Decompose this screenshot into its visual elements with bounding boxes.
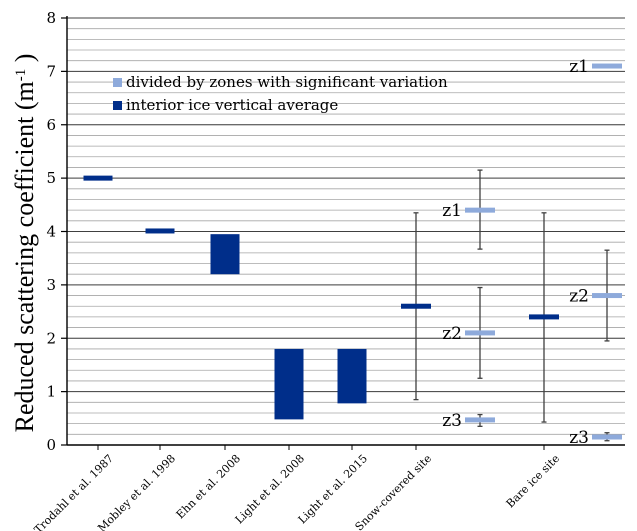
average-marker (529, 314, 559, 320)
legend-label: divided by zones with significant variat… (126, 73, 448, 91)
grid (67, 17, 625, 435)
category-label: Light et al. 2008 (233, 452, 308, 527)
zone-label: z1 (442, 201, 462, 221)
axes (61, 16, 625, 450)
zone-label: z3 (569, 428, 589, 448)
range-bar (145, 228, 175, 234)
y-tick-label: 6 (46, 116, 56, 134)
y-tick-label: 5 (46, 169, 56, 187)
zone-label: z3 (442, 411, 462, 431)
zone-marker (465, 330, 495, 336)
y-axis-label-close: ) (10, 54, 39, 69)
category-label: Ehn et al. 2008 (174, 452, 243, 521)
range-bar (274, 348, 304, 420)
zone-marker (465, 207, 495, 213)
zone-marker (465, 417, 495, 423)
zone-label: z2 (442, 324, 462, 344)
y-tick-label: 7 (46, 62, 56, 80)
y-tick-label: 1 (46, 383, 56, 401)
y-tick-label: 0 (46, 436, 56, 454)
y-axis-label: Reduced scattering coefficient (m-1 ) (10, 54, 39, 433)
range-bar (337, 348, 367, 404)
y-axis-label-text: Reduced scattering coefficient (m (10, 81, 39, 432)
y-tick-label: 2 (46, 329, 56, 347)
y-tick-label: 8 (46, 9, 56, 27)
average-marker (401, 303, 431, 309)
zone-label: z1 (569, 57, 589, 77)
y-axis-label-superscript: -1 (13, 69, 29, 82)
range-bar (83, 175, 113, 181)
zone-marker (592, 293, 622, 299)
zone-marker (592, 63, 622, 69)
legend-swatch (113, 78, 122, 87)
range-bar (210, 234, 240, 275)
y-tick-label: 3 (46, 276, 56, 294)
category-label: Bare ice site (504, 452, 562, 510)
legend-swatch (113, 101, 122, 110)
zone-label: z2 (569, 287, 589, 307)
y-tick-label: 4 (46, 223, 56, 241)
legend-label: interior ice vertical average (126, 96, 338, 114)
zone-marker (592, 434, 622, 440)
marks (83, 63, 622, 442)
category-label: Light et al. 2015 (296, 452, 371, 527)
legend: divided by zones with significant variat… (113, 73, 448, 114)
